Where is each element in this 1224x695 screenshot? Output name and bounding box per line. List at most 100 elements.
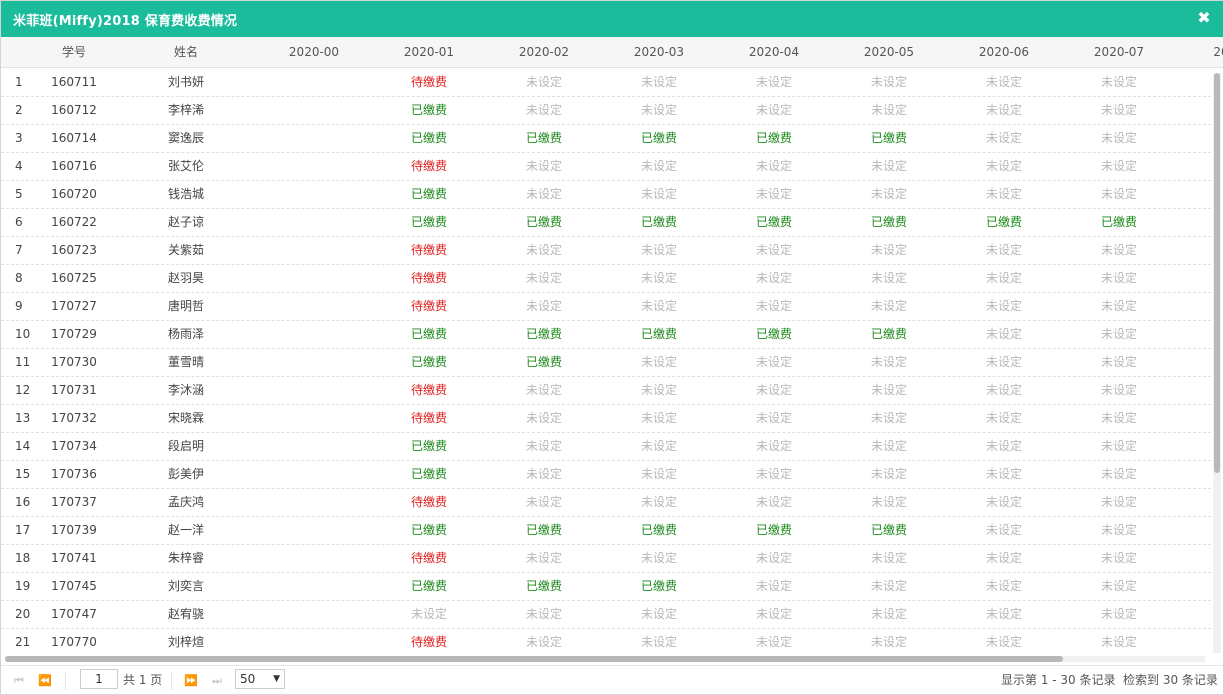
fee-status-cell[interactable]: 已缴费 [410,103,447,117]
table-row[interactable]: 21 170770 刘梓煊 待缴费 未设定 未设定 未设定 未设定 未设定 未设定 [1,629,1211,655]
fee-status-cell[interactable]: 未设定 [1100,159,1137,173]
fee-status-cell[interactable]: 未设定 [870,439,907,453]
fee-status-cell[interactable]: 未设定 [870,271,907,285]
fee-status-cell[interactable]: 已缴费 [410,215,447,229]
fee-status-cell[interactable]: 未设定 [525,607,562,621]
fee-status-cell[interactable]: 未设定 [985,607,1022,621]
fee-status-cell[interactable] [259,209,369,236]
fee-status-cell[interactable]: 待缴费 [410,243,447,257]
fee-status-cell[interactable]: 已缴费 [870,215,907,229]
fee-status-cell[interactable]: 未设定 [870,411,907,425]
fee-status-cell[interactable]: 已缴费 [985,215,1022,229]
fee-status-cell[interactable]: 未设定 [755,75,792,89]
fee-status-cell[interactable]: 未设定 [985,299,1022,313]
fee-status-cell[interactable]: 未设定 [755,607,792,621]
fee-status-cell[interactable]: 未设定 [755,551,792,565]
fee-status-cell[interactable]: 待缴费 [410,75,447,89]
fee-status-cell[interactable]: 待缴费 [410,159,447,173]
fee-status-cell[interactable]: 未设定 [985,551,1022,565]
fee-status-cell[interactable]: 待缴费 [410,411,447,425]
fee-status-cell[interactable]: 未设定 [985,327,1022,341]
fee-status-cell[interactable]: 未设定 [870,635,907,649]
column-header[interactable]: 20 [1213,45,1223,59]
fee-status-cell[interactable]: 未设定 [870,467,907,481]
table-row[interactable]: 1 160711 刘书妍 待缴费 未设定 未设定 未设定 未设定 未设定 未设定 [1,69,1211,97]
fee-status-cell[interactable]: 未设定 [525,467,562,481]
fee-status-cell[interactable] [259,321,369,348]
table-row[interactable]: 16 170737 孟庆鸿 待缴费 未设定 未设定 未设定 未设定 未设定 未设定 [1,489,1211,517]
fee-status-cell[interactable]: 已缴费 [640,215,677,229]
table-row[interactable]: 19 170745 刘奕言 已缴费 已缴费 已缴费 未设定 未设定 未设定 未设定 [1,573,1211,601]
column-header[interactable]: 2020-02 [518,45,570,59]
fee-status-cell[interactable]: 待缴费 [410,551,447,565]
fee-status-cell[interactable]: 未设定 [985,131,1022,145]
fee-status-cell[interactable]: 未设定 [870,75,907,89]
table-row[interactable]: 11 170730 董雪晴 已缴费 已缴费 未设定 未设定 未设定 未设定 未设定 [1,349,1211,377]
fee-status-cell[interactable]: 未设定 [640,607,677,621]
fee-status-cell[interactable]: 已缴费 [410,327,447,341]
fee-status-cell[interactable]: 未设定 [525,243,562,257]
fee-status-cell[interactable]: 未设定 [640,103,677,117]
next-page-icon[interactable]: ⏩ [184,674,198,687]
fee-status-cell[interactable]: 未设定 [1100,327,1137,341]
fee-status-cell[interactable]: 已缴费 [870,327,907,341]
fee-status-cell[interactable]: 未设定 [525,299,562,313]
fee-status-cell[interactable]: 已缴费 [870,131,907,145]
fee-status-cell[interactable]: 未设定 [1100,523,1137,537]
fee-status-cell[interactable]: 已缴费 [525,579,562,593]
fee-status-cell[interactable] [259,181,369,208]
page-number-input[interactable]: 1 [80,669,118,689]
fee-status-cell[interactable]: 未设定 [985,439,1022,453]
table-row[interactable]: 5 160720 钱浩城 已缴费 未设定 未设定 未设定 未设定 未设定 未设定 [1,181,1211,209]
vertical-scrollbar-thumb[interactable] [1214,73,1220,473]
prev-page-icon[interactable]: ⏪ [38,674,52,687]
column-header[interactable]: 2020-01 [403,45,455,59]
fee-status-cell[interactable]: 未设定 [525,411,562,425]
fee-status-cell[interactable]: 未设定 [755,103,792,117]
table-row[interactable]: 6 160722 赵子谅 已缴费 已缴费 已缴费 已缴费 已缴费 已缴费 已缴费 [1,209,1211,237]
fee-status-cell[interactable]: 未设定 [985,243,1022,257]
table-row[interactable]: 7 160723 关紫茹 待缴费 未设定 未设定 未设定 未设定 未设定 未设定 [1,237,1211,265]
fee-status-cell[interactable]: 未设定 [640,439,677,453]
table-row[interactable]: 2 160712 李梓浠 已缴费 未设定 未设定 未设定 未设定 未设定 未设定 [1,97,1211,125]
fee-status-cell[interactable] [259,293,369,320]
fee-status-cell[interactable]: 未设定 [640,355,677,369]
fee-status-cell[interactable] [259,405,369,432]
column-header[interactable]: 2020-05 [863,45,915,59]
fee-status-cell[interactable]: 已缴费 [755,131,792,145]
column-header[interactable]: 姓名 [173,45,198,59]
fee-status-cell[interactable]: 未设定 [870,495,907,509]
fee-status-cell[interactable]: 未设定 [755,159,792,173]
fee-status-cell[interactable]: 未设定 [1100,271,1137,285]
horizontal-scrollbar-thumb[interactable] [5,656,1063,662]
fee-status-cell[interactable]: 未设定 [1100,187,1137,201]
fee-status-cell[interactable]: 未设定 [525,635,562,649]
fee-status-cell[interactable]: 未设定 [755,187,792,201]
fee-status-cell[interactable]: 已缴费 [410,579,447,593]
fee-status-cell[interactable]: 已缴费 [525,355,562,369]
fee-status-cell[interactable] [259,545,369,572]
fee-status-cell[interactable]: 未设定 [525,271,562,285]
fee-status-cell[interactable]: 未设定 [1100,75,1137,89]
fee-status-cell[interactable] [259,601,369,628]
fee-status-cell[interactable]: 未设定 [985,75,1022,89]
fee-status-cell[interactable]: 未设定 [1100,131,1137,145]
fee-status-cell[interactable]: 未设定 [640,635,677,649]
fee-status-cell[interactable]: 未设定 [1100,439,1137,453]
fee-status-cell[interactable]: 未设定 [525,439,562,453]
fee-status-cell[interactable]: 已缴费 [755,523,792,537]
fee-status-cell[interactable]: 未设定 [870,299,907,313]
fee-status-cell[interactable]: 未设定 [525,187,562,201]
fee-status-cell[interactable]: 未设定 [755,635,792,649]
table-row[interactable]: 15 170736 彭美伊 已缴费 未设定 未设定 未设定 未设定 未设定 未设定 [1,461,1211,489]
fee-status-cell[interactable]: 未设定 [985,411,1022,425]
fee-status-cell[interactable]: 未设定 [985,635,1022,649]
fee-status-cell[interactable]: 未设定 [985,495,1022,509]
horizontal-scrollbar[interactable] [5,656,1205,662]
fee-status-cell[interactable]: 已缴费 [525,523,562,537]
fee-status-cell[interactable]: 未设定 [640,159,677,173]
fee-status-cell[interactable]: 未设定 [1100,243,1137,257]
fee-status-cell[interactable]: 未设定 [525,159,562,173]
table-row[interactable]: 14 170734 段启明 已缴费 未设定 未设定 未设定 未设定 未设定 未设定 [1,433,1211,461]
fee-status-cell[interactable]: 未设定 [985,271,1022,285]
